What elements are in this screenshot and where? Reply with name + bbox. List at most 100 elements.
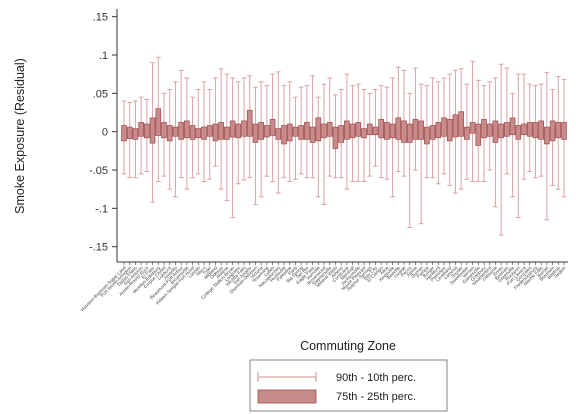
- iqr-box: [252, 123, 259, 143]
- iqr-box: [166, 125, 173, 142]
- iqr-box: [195, 128, 202, 139]
- box-13: [189, 96, 196, 179]
- box-31: [292, 96, 299, 180]
- x-tick-label: Tyler: [202, 265, 213, 276]
- box-74: [538, 83, 544, 177]
- iqr-box: [384, 122, 390, 140]
- box-47: [384, 86, 390, 180]
- box-70: [515, 73, 522, 219]
- box-60: [458, 68, 464, 190]
- box-15: [201, 81, 207, 182]
- box-55: [429, 77, 436, 179]
- x-tick-label: Alice: [379, 265, 390, 276]
- box-66: [492, 77, 499, 208]
- iqr-box: [355, 122, 362, 137]
- iqr-box: [155, 108, 162, 136]
- iqr-box: [526, 122, 533, 137]
- box-1: [121, 100, 127, 175]
- iqr-box: [458, 111, 464, 137]
- box-78: [561, 79, 567, 198]
- box-5: [144, 98, 150, 173]
- iqr-box: [509, 117, 516, 136]
- iqr-box: [418, 120, 424, 140]
- iqr-box: [235, 123, 242, 139]
- box-72: [526, 83, 533, 173]
- iqr-box: [338, 125, 344, 143]
- box-56: [435, 81, 442, 185]
- x-tick-label: Paris: [287, 265, 298, 276]
- iqr-box: [258, 122, 264, 140]
- iqr-box: [224, 126, 230, 140]
- legend: 90th - 10th perc. 75th - 25th perc.: [249, 359, 448, 412]
- iqr-box: [212, 123, 219, 142]
- box-59: [452, 69, 459, 194]
- iqr-box: [544, 126, 550, 145]
- iqr-box: [184, 120, 190, 139]
- box-69: [509, 92, 516, 198]
- iqr-box: [275, 128, 282, 140]
- y-tick-label: .05: [93, 88, 108, 100]
- legend-label-box: 75th - 25th perc.: [336, 391, 416, 403]
- box-19: [224, 73, 230, 202]
- iqr-box: [121, 125, 127, 142]
- iqr-box: [521, 123, 527, 136]
- iqr-box: [372, 126, 379, 136]
- legend-whisker-symbol: [257, 372, 317, 382]
- box-61: [464, 83, 470, 180]
- iqr-box: [441, 117, 447, 137]
- iqr-box: [172, 126, 179, 137]
- iqr-box: [492, 120, 499, 143]
- box-46: [378, 85, 384, 179]
- iqr-box: [326, 122, 333, 137]
- box-53: [418, 83, 424, 225]
- iqr-box: [532, 122, 539, 139]
- iqr-box: [555, 122, 562, 139]
- iqr-box: [538, 120, 544, 140]
- box-50: [401, 69, 407, 177]
- box-68: [504, 67, 510, 175]
- iqr-box: [429, 125, 436, 140]
- iqr-box: [406, 123, 413, 143]
- box-17: [212, 77, 219, 167]
- iqr-box: [264, 125, 270, 138]
- iqr-box: [246, 109, 253, 137]
- iqr-box: [561, 122, 567, 140]
- iqr-box: [269, 119, 276, 136]
- iqr-box: [481, 119, 487, 139]
- box-48: [389, 77, 396, 198]
- iqr-box: [144, 123, 150, 139]
- box-67: [498, 63, 504, 236]
- iqr-box: [469, 122, 476, 134]
- box-12: [184, 77, 190, 190]
- iqr-box: [446, 119, 453, 142]
- iqr-box: [241, 120, 247, 137]
- box-51: [406, 92, 413, 228]
- iqr-box: [161, 122, 167, 139]
- iqr-box: [401, 120, 407, 143]
- box-75: [544, 72, 550, 221]
- iqr-box: [475, 123, 482, 146]
- box-7: [155, 56, 162, 182]
- iqr-box: [149, 117, 156, 144]
- box-30: [286, 81, 293, 182]
- box-11: [178, 69, 184, 179]
- legend-label-whisker: 90th - 10th perc.: [336, 372, 416, 384]
- iqr-box: [498, 123, 504, 139]
- iqr-box: [178, 122, 184, 140]
- iqr-box: [549, 120, 556, 142]
- box-25: [258, 81, 264, 198]
- box-26: [264, 85, 270, 177]
- box-49: [395, 66, 402, 173]
- box-36: [321, 83, 327, 205]
- iqr-box: [515, 125, 522, 140]
- legend-box-symbol: [257, 389, 317, 404]
- iqr-box: [452, 114, 459, 138]
- box-40: [344, 73, 350, 190]
- box-38: [332, 94, 339, 179]
- box-9: [166, 89, 173, 190]
- box-64: [481, 85, 487, 182]
- box-63: [475, 79, 482, 182]
- box-32: [298, 86, 304, 175]
- box-6: [149, 62, 156, 203]
- box-20: [229, 77, 236, 219]
